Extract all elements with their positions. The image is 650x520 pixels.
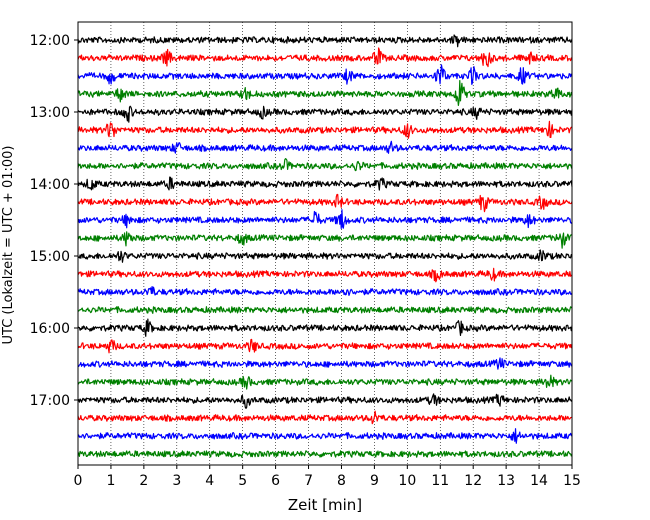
y-tick-label: 14:00 <box>30 177 70 193</box>
seismic-trace-18 <box>77 357 573 370</box>
y-tick-label: 15:00 <box>30 249 70 265</box>
seismic-trace-12 <box>77 249 573 263</box>
x-ticks: 0 1 2 3 4 5 6 7 8 9 10 11 12 13 14 15 <box>74 465 581 489</box>
seismic-trace-19 <box>77 374 573 390</box>
x-tick-label: 11 <box>431 473 449 489</box>
x-tick-label: 8 <box>337 473 346 489</box>
x-tick-label: 7 <box>304 473 313 489</box>
x-tick-label: 3 <box>172 473 181 489</box>
x-tick-label: 12 <box>464 473 482 489</box>
x-tick-label: 10 <box>398 473 416 489</box>
seismic-trace-22 <box>77 428 573 444</box>
x-tick-label: 2 <box>139 473 148 489</box>
seismic-trace-3 <box>77 79 573 107</box>
plot-frame <box>77 21 573 466</box>
y-tick-label: 13:00 <box>30 105 70 121</box>
seismic-trace-11 <box>77 231 573 249</box>
x-tick-label: 9 <box>370 473 379 489</box>
x-tick-label: 1 <box>106 473 115 489</box>
y-tick-label: 12:00 <box>30 33 70 49</box>
grid-layer <box>110 22 540 465</box>
seismic-trace-21 <box>77 410 573 425</box>
x-tick-label: 14 <box>530 473 548 489</box>
seismic-trace-8 <box>77 176 573 191</box>
seismic-trace-2 <box>77 64 573 85</box>
x-axis-label: Zeit [min] <box>288 496 362 514</box>
seismic-trace-10 <box>77 209 573 230</box>
y-ticks: 12:00 13:00 14:00 15:00 16:00 17:00 <box>30 33 78 409</box>
x-tick-label: 4 <box>205 473 214 489</box>
seismic-trace-16 <box>77 318 573 337</box>
seismic-trace-13 <box>77 267 573 283</box>
x-tick-label: 6 <box>271 473 280 489</box>
seismic-trace-0 <box>77 34 573 48</box>
seismic-trace-4 <box>77 105 573 123</box>
seismic-trace-1 <box>77 47 573 68</box>
x-tick-label: 15 <box>563 473 581 489</box>
seismic-trace-14 <box>77 286 573 296</box>
y-axis-label: UTC (Lokalzeit = UTC + 01:00) <box>1 146 16 345</box>
seismic-trace-7 <box>77 158 573 172</box>
seismic-trace-23 <box>77 450 573 458</box>
seismic-trace-5 <box>77 120 573 139</box>
seismic-trace-6 <box>77 140 573 154</box>
y-tick-label: 16:00 <box>30 321 70 337</box>
seismic-trace-9 <box>77 193 573 213</box>
traces-layer <box>77 34 573 458</box>
seismic-trace-20 <box>77 393 573 409</box>
y-tick-label: 17:00 <box>30 393 70 409</box>
x-tick-label: 13 <box>497 473 515 489</box>
x-tick-label: 5 <box>238 473 247 489</box>
seismic-trace-15 <box>77 306 573 314</box>
x-tick-label: 0 <box>74 473 83 489</box>
seismic-trace-17 <box>77 338 573 354</box>
